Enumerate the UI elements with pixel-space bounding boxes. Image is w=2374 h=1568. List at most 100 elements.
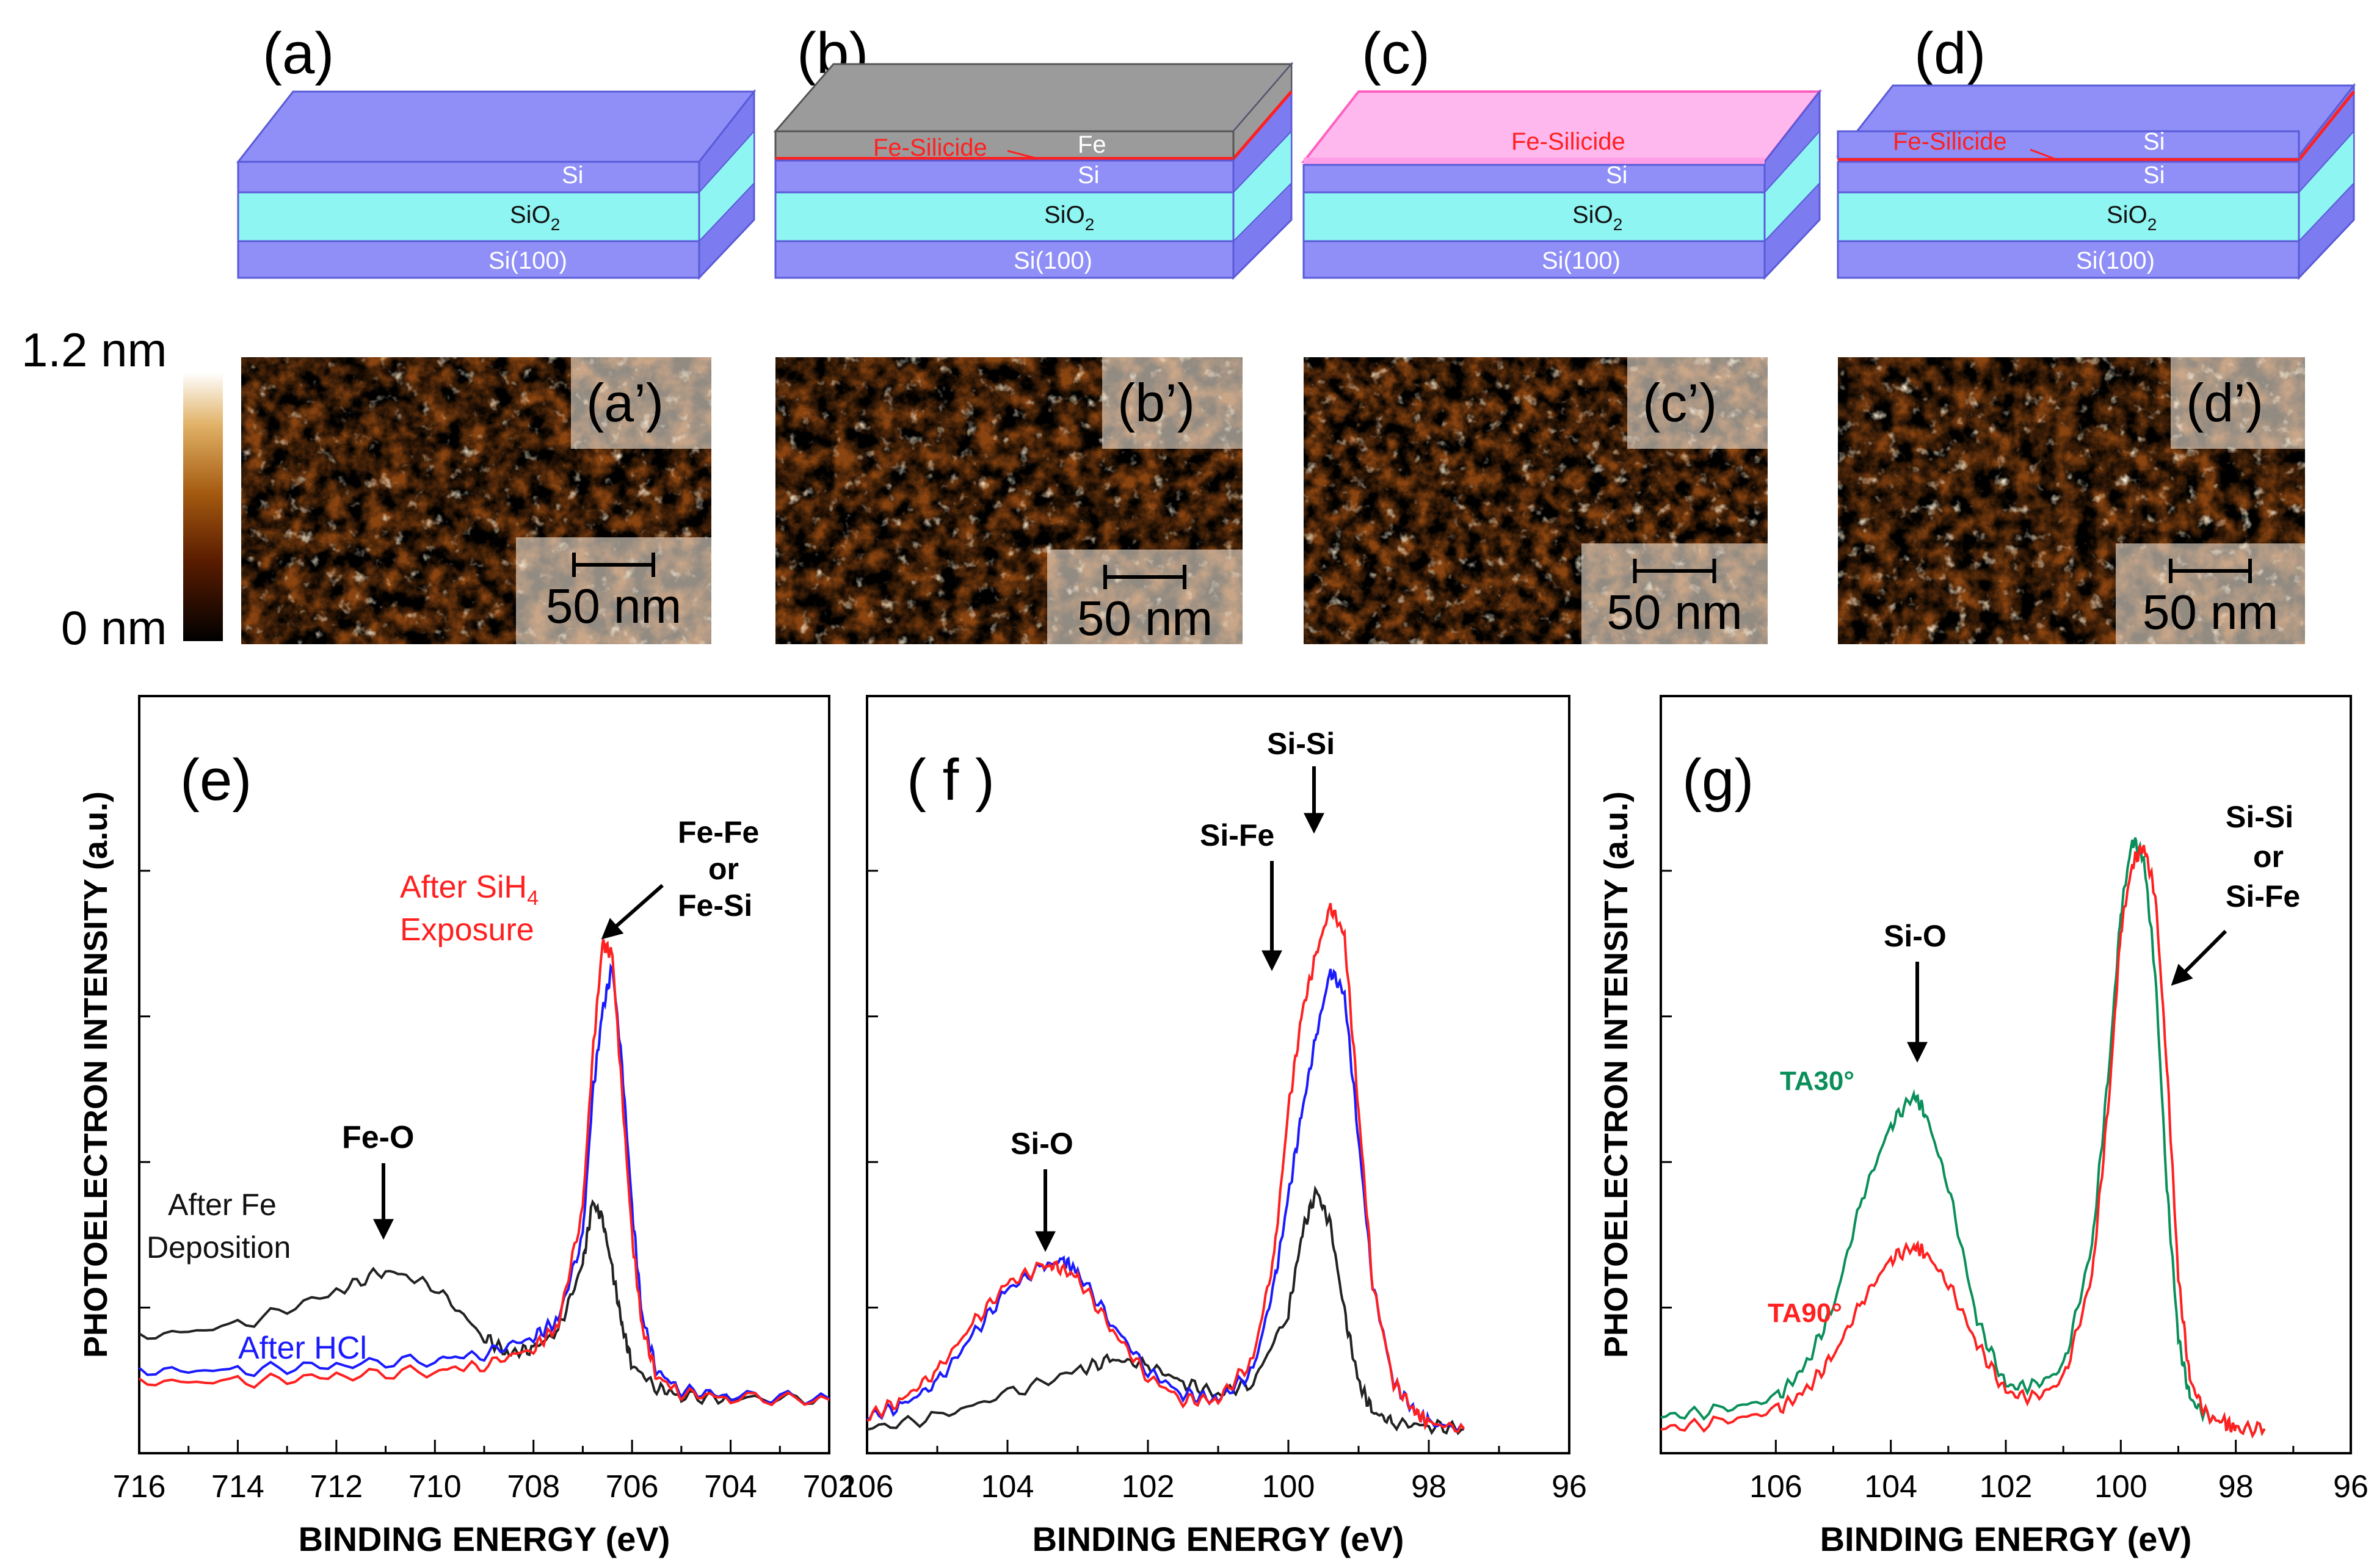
x-tick-label: 98 [2218, 1469, 2254, 1504]
annot-after-hcl: After HCl [238, 1330, 367, 1366]
x-tick-label: 714 [211, 1469, 264, 1504]
annot-or: or [708, 852, 739, 886]
label-silicide: Fe-Silicide [1511, 128, 1625, 155]
x-axis-label: BINDING ENERGY (eV) [1820, 1520, 2192, 1558]
colorbar-max-label: 1.2 nm [21, 323, 167, 377]
layer-substrate [237, 240, 700, 279]
label-backdrop [571, 357, 711, 449]
series-line [866, 968, 1465, 1432]
x-tick-label: 102 [1122, 1469, 1175, 1504]
x-tick-label: 96 [1552, 1469, 1587, 1504]
x-tick-label: 708 [507, 1469, 560, 1504]
label-si: Si [2143, 162, 2165, 189]
x-tick-label: 106 [841, 1469, 894, 1504]
afm-image-2: (b’) 50 nm [775, 357, 1243, 645]
annot-after-fe: After Fe [168, 1188, 277, 1222]
annot-si-o: Si-O [1884, 919, 1947, 953]
layer-substrate [774, 240, 1235, 279]
series-line [1660, 837, 2266, 1439]
series-line [866, 902, 1465, 1433]
x-tick-label: 712 [310, 1469, 363, 1504]
chart-f: 106 104 102 100 98 96 BINDING ENERGY (eV) [841, 695, 1587, 1558]
annot-fe-o: Fe-O [342, 1120, 414, 1155]
scalebar-label: 50 nm [546, 579, 681, 633]
label-sio2: SiO2 [1572, 201, 1622, 234]
scalebar-backdrop [2116, 543, 2305, 644]
chart-e: 716 714 712 710 708 706 704 702 BINDING ENERGY (… [78, 695, 855, 1558]
annot-after-sih4: After SiH4 [400, 869, 539, 910]
layer-sio2 [1302, 191, 1766, 242]
arrows [373, 766, 2227, 1252]
annot-exposure: Exposure [400, 912, 534, 948]
panel-label-c: (c) [1362, 21, 1430, 86]
series-line [1660, 844, 2266, 1439]
label-si: Si [1606, 162, 1628, 189]
x-axis-label: BINDING ENERGY (eV) [1033, 1520, 1404, 1558]
afm-image-3: (c’) 50 nm [1304, 357, 1768, 644]
annot-si-fe: Si-Fe [1200, 818, 1274, 852]
annot-or: or [2253, 840, 2284, 874]
series-line [138, 1199, 830, 1406]
x-tick-label: 104 [1864, 1469, 1917, 1504]
x-tick-label: 704 [704, 1469, 757, 1504]
top-face [236, 90, 757, 163]
colorbar-min-label: 0 nm [61, 601, 167, 655]
layer-si [1302, 164, 1766, 194]
spectra: 716 714 712 710 708 706 704 702 BINDING ENERGY (… [78, 695, 2369, 1558]
annot-si-fe: Si-Fe [2226, 879, 2300, 913]
layer-sio2 [774, 191, 1235, 242]
schematic-d: (d) Fe-Silicide Si Si SiO2 Si(100) [1835, 21, 2356, 280]
silicide-pointer [2030, 148, 2058, 161]
annot-si-si: Si-Si [2226, 800, 2293, 834]
panel-label-e: (e) [180, 747, 252, 813]
afm-label: (d’) [2186, 372, 2263, 433]
chart-g-annotations: (g) Si-O Si-Si or Si-Fe TA30° TA90° [1682, 747, 2300, 1328]
layer-fe [774, 130, 1235, 160]
afm-label: (c’) [1643, 372, 1717, 433]
series-line [138, 939, 830, 1407]
annot-ta90: TA90° [1768, 1298, 1842, 1328]
label-substrate: Si(100) [2076, 247, 2155, 274]
panel-label-g: (g) [1682, 747, 1754, 813]
scalebar-label: 50 nm [1077, 591, 1213, 645]
afm-label: (b’) [1117, 372, 1195, 433]
label-sio2: SiO2 [1044, 201, 1094, 234]
layer-substrate [1837, 240, 2300, 279]
x-tick-label: 102 [1980, 1469, 2033, 1504]
label-substrate: Si(100) [1014, 247, 1092, 274]
series-line [866, 1185, 1465, 1436]
x-tick-label: 710 [408, 1469, 462, 1504]
panel-label-f: ( f ) [907, 747, 995, 813]
fe-top-face [773, 63, 1294, 132]
layer-silicide [1304, 158, 1765, 165]
annot-fe-si: Fe-Si [678, 888, 752, 923]
layer-si [774, 159, 1235, 194]
panel-label-a: (a) [263, 21, 334, 86]
chart-e-annotations: (e) Fe-O Fe-Fe or Fe-Si After SiH4 Expos… [147, 747, 759, 1366]
label-sio2: SiO2 [510, 201, 560, 234]
silicide-pointer [1007, 150, 1039, 160]
layer-sio2 [1837, 191, 2300, 242]
annot-ta30: TA30° [1780, 1066, 1854, 1096]
annot-fe-fe: Fe-Fe [678, 815, 759, 849]
y-axis-label: PHOTOELECTRON INTENSITY (a.u.) [1598, 791, 1635, 1358]
label-fe: Fe [1078, 131, 1106, 158]
x-tick-label: 98 [1411, 1469, 1447, 1504]
layer-si [1837, 161, 2300, 194]
label-backdrop [1627, 357, 1768, 449]
label-substrate: Si(100) [488, 247, 567, 274]
scalebar-label: 50 nm [2143, 585, 2278, 639]
schematic-b: (b) Fe Fe-Silicide Si SiO2 Si(100) [773, 21, 1294, 280]
layer-substrate [1302, 240, 1766, 279]
label-si: Si [1078, 162, 1100, 189]
label-si: Si [562, 162, 584, 189]
layer-si [237, 161, 700, 194]
label-si-top: Si [2143, 128, 2165, 155]
scalebar-backdrop [1581, 543, 1768, 644]
label-sio2: SiO2 [2107, 201, 2157, 234]
arrow [2171, 929, 2227, 986]
scalebar-label: 50 nm [1606, 585, 1742, 639]
label-backdrop [1102, 357, 1243, 449]
silicide-line-side [1232, 90, 1293, 160]
